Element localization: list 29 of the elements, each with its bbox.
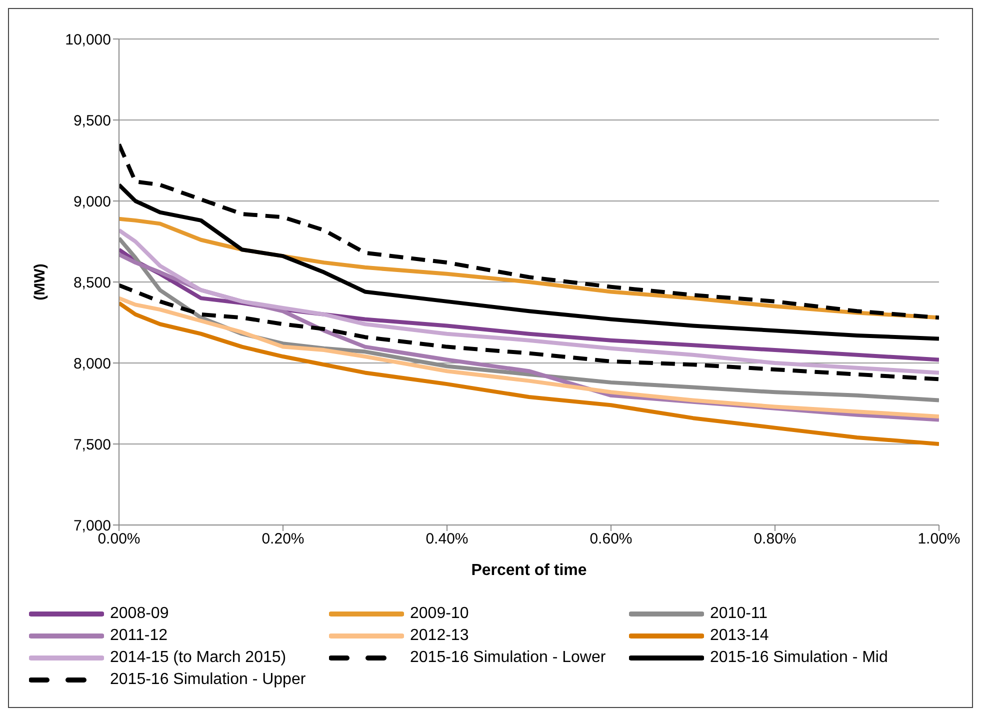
legend-label: 2011-12 <box>110 627 168 645</box>
line-series <box>119 296 939 418</box>
legend-label: 2015-16 Simulation - Mid <box>710 649 888 667</box>
line-series <box>119 228 939 375</box>
legend-label: 2013-14 <box>710 627 769 645</box>
legend-label: 2015-16 Simulation - Lower <box>410 649 606 667</box>
legend-label: 2009-10 <box>410 605 469 623</box>
legend-label: 2014-15 (to March 2015) <box>110 649 286 667</box>
legend-label: 2008-09 <box>110 605 169 623</box>
legend-label: 2010-11 <box>710 605 768 623</box>
legend-label: 2015-16 Simulation - Upper <box>110 671 306 689</box>
x-tick-label: 0.20% <box>262 530 304 548</box>
x-tick-label: 0.80% <box>754 530 796 548</box>
legend-label: 2012-13 <box>410 627 469 645</box>
x-tick-label: 1.00% <box>918 530 960 548</box>
x-tick-label: 0.40% <box>426 530 468 548</box>
y-tick-label: 7,500 <box>73 436 111 454</box>
line-series <box>119 182 939 341</box>
y-tick-label: 8,000 <box>73 355 111 372</box>
x-axis-title: Percent of time <box>471 562 587 579</box>
x-tick-label: 0.60% <box>590 530 632 548</box>
y-tick-label: 10,000 <box>65 31 111 48</box>
y-axis-title: (MW) <box>31 264 48 300</box>
line-series <box>119 283 939 382</box>
y-tick-label: 8,500 <box>73 274 111 292</box>
y-tick-label: 9,000 <box>73 193 111 210</box>
line-series <box>119 301 939 446</box>
y-tick-label: 9,500 <box>73 112 111 130</box>
line-series <box>119 142 939 320</box>
